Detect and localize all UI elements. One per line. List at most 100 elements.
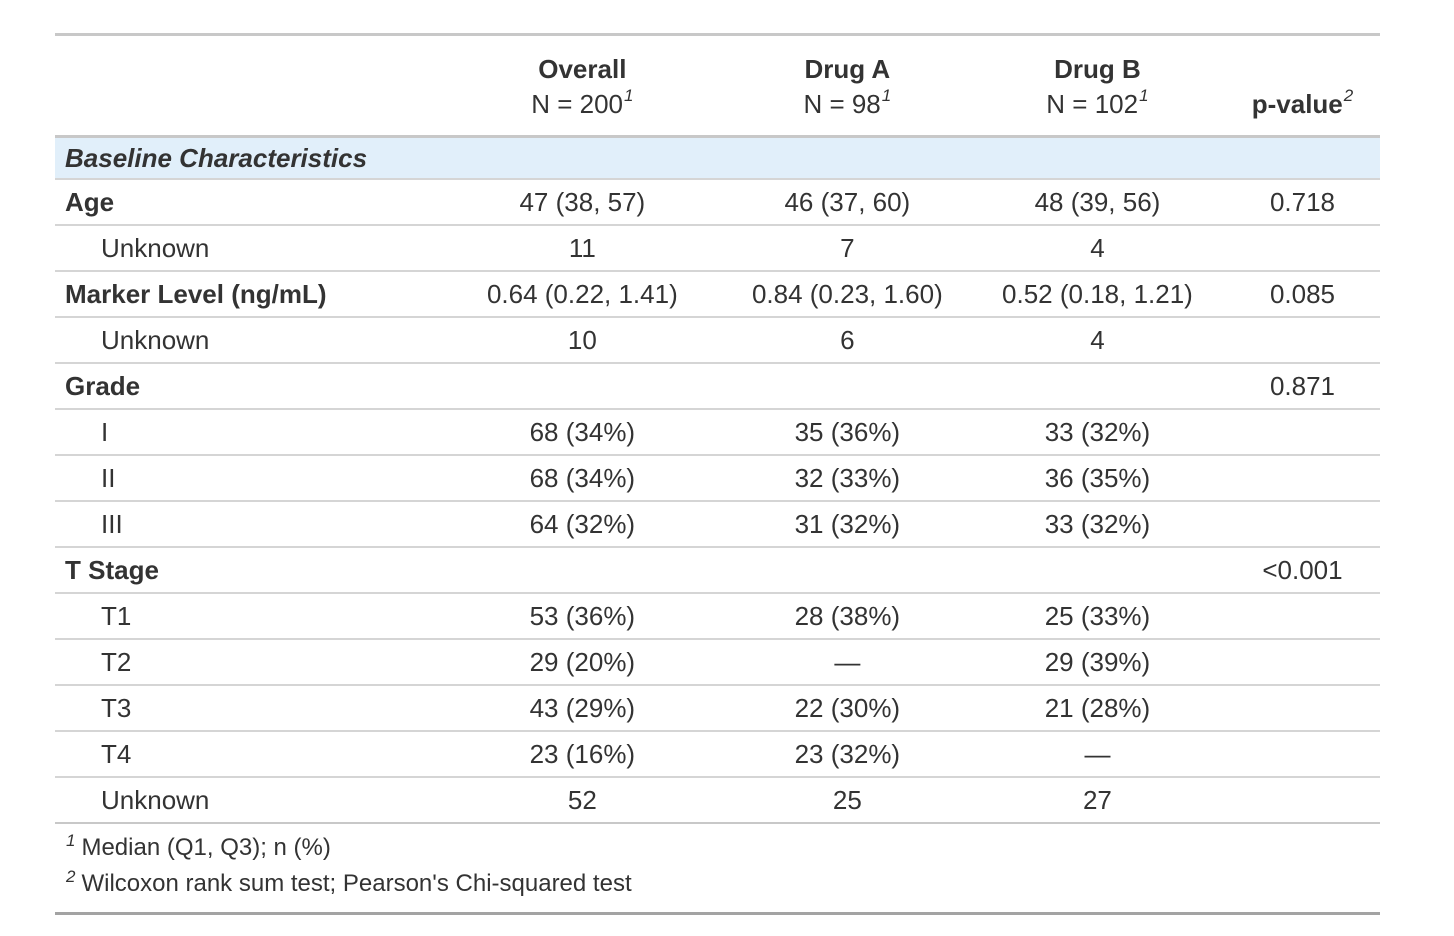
p-value-cell (1225, 731, 1380, 777)
row-label: Unknown (101, 325, 210, 355)
table-row: Unknown 11 7 4 (55, 225, 1380, 271)
drug-b-value: 48 (39, 56) (1034, 187, 1161, 217)
footnote-marker: 2 (1343, 86, 1354, 105)
p-value-cell (1225, 685, 1380, 731)
drug-a-value: 23 (32%) (794, 739, 901, 769)
row-label: T3 (101, 693, 132, 723)
section-header-label: Baseline Characteristics (55, 136, 1380, 179)
table-row: Age 47 (38, 57) 46 (37, 60) 48 (39, 56) 0.71… (55, 179, 1380, 225)
drug-a-value: 28 (38%) (794, 601, 901, 631)
drug-a-value: 0.84 (0.23, 1.60) (751, 279, 943, 309)
footnotes: 1 Median (Q1, Q3); n (%) 2 Wilcoxon rank s… (55, 822, 1380, 915)
row-label: T4 (101, 739, 132, 769)
row-label: T Stage (65, 555, 159, 585)
p-value-cell (1225, 317, 1380, 363)
row-label: Unknown (101, 785, 210, 815)
drug-a-value: 32 (33%) (794, 463, 901, 493)
p-value-cell: 0.718 (1269, 187, 1336, 217)
footnote-marker: 1 (881, 86, 892, 105)
drug-a-value: — (834, 647, 861, 677)
drug-b-value: 29 (39%) (1044, 647, 1151, 677)
p-value-cell (1225, 639, 1380, 685)
column-label: Drug B (1054, 54, 1141, 84)
drug-b-value (970, 547, 1225, 593)
table-row: T Stage <0.001 (55, 547, 1380, 593)
drug-a-value (725, 547, 970, 593)
row-label: II (101, 463, 116, 493)
drug-a-value (725, 363, 970, 409)
table-row: III 64 (32%) 31 (32%) 33 (32%) (55, 501, 1380, 547)
footnote: 1 Median (Q1, Q3); n (%) (65, 830, 1376, 866)
column-header-characteristic (55, 35, 440, 137)
drug-a-value: 31 (32%) (794, 509, 901, 539)
drug-a-value: 25 (832, 785, 862, 815)
table-row: II 68 (34%) 32 (33%) 36 (35%) (55, 455, 1380, 501)
overall-value: 53 (36%) (529, 601, 636, 631)
table-row: T2 29 (20%) — 29 (39%) (55, 639, 1380, 685)
row-label: Grade (65, 371, 141, 401)
overall-value: 0.64 (0.22, 1.41) (486, 279, 678, 309)
header-row: Overall N = 2001 Drug A N = 981 Drug B N… (55, 34, 1380, 137)
drug-b-value: — (1084, 739, 1111, 769)
row-label: Unknown (101, 233, 210, 263)
column-header-drug-b: Drug B N = 1021 (970, 35, 1225, 137)
drug-b-value: 27 (1082, 785, 1112, 815)
column-n: N = 2001 (444, 87, 721, 122)
overall-value: 29 (20%) (529, 647, 636, 677)
table-row: I 68 (34%) 35 (36%) 33 (32%) (55, 409, 1380, 455)
overall-value: 43 (29%) (529, 693, 636, 723)
drug-a-value: 7 (840, 233, 855, 263)
column-label: p-value (1251, 89, 1343, 119)
drug-a-value: 22 (30%) (794, 693, 901, 723)
overall-value: 23 (16%) (529, 739, 636, 769)
table-body: Baseline Characteristics Age 47 (38, 57) 4… (55, 136, 1380, 823)
row-label: Marker Level (ng/mL) (65, 279, 327, 309)
p-value-cell (1225, 225, 1380, 271)
drug-b-value: 36 (35%) (1044, 463, 1151, 493)
overall-value: 52 (567, 785, 597, 815)
column-header-p-value: p-value2 (1225, 35, 1380, 137)
footnote-row: 1 Median (Q1, Q3); n (%) 2 Wilcoxon rank s… (55, 822, 1380, 915)
overall-value: 68 (34%) (529, 417, 636, 447)
drug-a-value: 35 (36%) (794, 417, 901, 447)
overall-value: 10 (567, 325, 597, 355)
overall-value: 68 (34%) (529, 463, 636, 493)
overall-value: 64 (32%) (529, 509, 636, 539)
row-label: Age (65, 187, 115, 217)
footnote-text: Wilcoxon rank sum test; Pearson's Chi-sq… (81, 870, 632, 897)
overall-value (440, 547, 725, 593)
drug-a-value: 46 (37, 60) (784, 187, 911, 217)
column-n: N = 981 (729, 87, 966, 122)
column-n-text: N = 98 (803, 89, 881, 119)
drug-b-value: 4 (1090, 325, 1105, 355)
p-value-cell (1225, 409, 1380, 455)
drug-b-value: 4 (1090, 233, 1105, 263)
drug-b-value: 33 (32%) (1044, 509, 1151, 539)
p-value-cell (1225, 455, 1380, 501)
column-label: Overall (538, 54, 627, 84)
footnote-marker: 1 (66, 831, 76, 850)
p-value-cell: 0.085 (1269, 279, 1336, 309)
table-row: T4 23 (16%) 23 (32%) — (55, 731, 1380, 777)
table-row: T3 43 (29%) 22 (30%) 21 (28%) (55, 685, 1380, 731)
drug-b-value: 0.52 (0.18, 1.21) (1002, 279, 1193, 309)
p-value-cell: 0.871 (1269, 371, 1336, 401)
section-header-row: Baseline Characteristics (55, 136, 1380, 179)
overall-value: 11 (568, 233, 596, 263)
column-header-drug-a: Drug A N = 981 (725, 35, 970, 137)
row-label: T2 (101, 647, 132, 677)
p-value-cell (1225, 501, 1380, 547)
row-label: T1 (101, 601, 132, 631)
table-row: Marker Level (ng/mL) 0.64 (0.22, 1.41) 0.8… (55, 271, 1380, 317)
column-label: Drug A (804, 54, 891, 84)
p-value-cell (1225, 593, 1380, 639)
footnote-marker: 2 (66, 867, 76, 886)
table-row: Unknown 52 25 27 (55, 777, 1380, 823)
summary-table-container: Overall N = 2001 Drug A N = 981 Drug B N… (55, 33, 1380, 915)
summary-table: Overall N = 2001 Drug A N = 981 Drug B N… (55, 33, 1380, 915)
column-n-text: N = 102 (1046, 89, 1139, 119)
drug-b-value (970, 363, 1225, 409)
column-n: N = 1021 (974, 87, 1221, 122)
drug-b-value: 33 (32%) (1044, 417, 1151, 447)
p-value-cell: <0.001 (1262, 555, 1343, 585)
